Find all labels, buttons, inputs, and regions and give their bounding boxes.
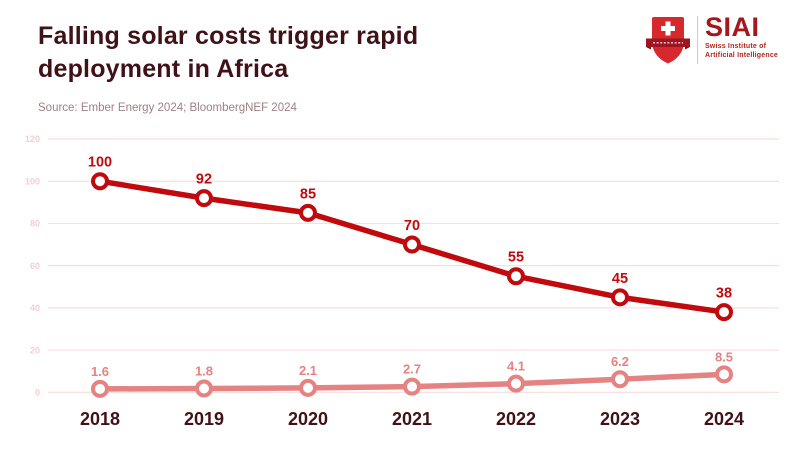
x-axis-label: 2019	[184, 409, 224, 429]
data-label: 45	[612, 271, 628, 287]
data-point	[403, 377, 421, 396]
data-label: 55	[508, 250, 524, 266]
data-label: 1.6	[91, 364, 109, 379]
data-point	[195, 189, 213, 208]
chart-header: Falling solar costs trigger rapid deploy…	[38, 20, 418, 86]
data-label: 100	[88, 155, 112, 171]
logo-org-line-2: Artificial Intelligence	[704, 51, 778, 59]
x-axis-label: 2021	[392, 409, 432, 429]
data-point	[507, 374, 525, 393]
data-label: 38	[716, 286, 732, 302]
logo-acronym: SIAI	[704, 12, 760, 42]
data-label: 1.8	[195, 364, 213, 379]
data-point	[299, 378, 317, 397]
title-line-1: Falling solar costs trigger rapid	[38, 22, 419, 50]
source-note: Source: Ember Energy 2024; BloombergNEF …	[38, 102, 297, 114]
y-tick-label: 40	[30, 303, 40, 313]
y-tick-label: 20	[30, 345, 40, 355]
data-label: 8.5	[715, 349, 733, 364]
x-axis-label: 2018	[80, 409, 120, 429]
data-point	[715, 365, 733, 384]
title-line-2: deployment in Africa	[38, 55, 289, 83]
siai-shield-icon	[645, 17, 690, 64]
logo-org-line-1: Swiss Institute of	[704, 43, 767, 50]
data-label: 4.1	[507, 359, 525, 374]
y-tick-label: 100	[25, 176, 40, 186]
data-point	[403, 235, 421, 254]
data-label: 85	[300, 186, 316, 202]
data-label: 2.7	[403, 362, 421, 377]
x-axis-label: 2024	[704, 409, 744, 429]
logo-text: SIAI Swiss Institute of Artificial Intel…	[705, 14, 778, 60]
page-title: Falling solar costs trigger rapid deploy…	[38, 20, 418, 86]
data-point	[507, 267, 525, 286]
data-label: 70	[404, 218, 420, 234]
x-axis-label: 2023	[600, 409, 640, 429]
data-point	[611, 370, 629, 389]
x-axis-label: 2022	[496, 409, 536, 429]
siai-logo: SIAI Swiss Institute of Artificial Intel…	[645, 14, 778, 66]
data-point	[299, 203, 317, 222]
logo-org-name: Swiss Institute of Artificial Intelligen…	[705, 43, 778, 60]
data-point	[91, 172, 109, 191]
logo-divider	[696, 16, 698, 64]
y-tick-label: 80	[30, 219, 40, 229]
data-point	[91, 379, 109, 398]
x-axis-label: 2020	[288, 409, 328, 429]
data-label: 6.2	[611, 354, 629, 369]
data-label: 92	[196, 172, 212, 188]
line-chart: 0 20 40 60 80 100 120 100 92 85 70 55 45 38 1.6 1.8 2.1 2…	[25, 134, 779, 429]
data-point	[195, 379, 213, 398]
data-point	[715, 303, 733, 322]
y-tick-label: 60	[30, 261, 40, 271]
data-point	[611, 288, 629, 307]
data-label: 2.1	[299, 363, 317, 378]
y-tick-label: 0	[35, 388, 40, 398]
y-tick-label: 120	[25, 134, 40, 144]
